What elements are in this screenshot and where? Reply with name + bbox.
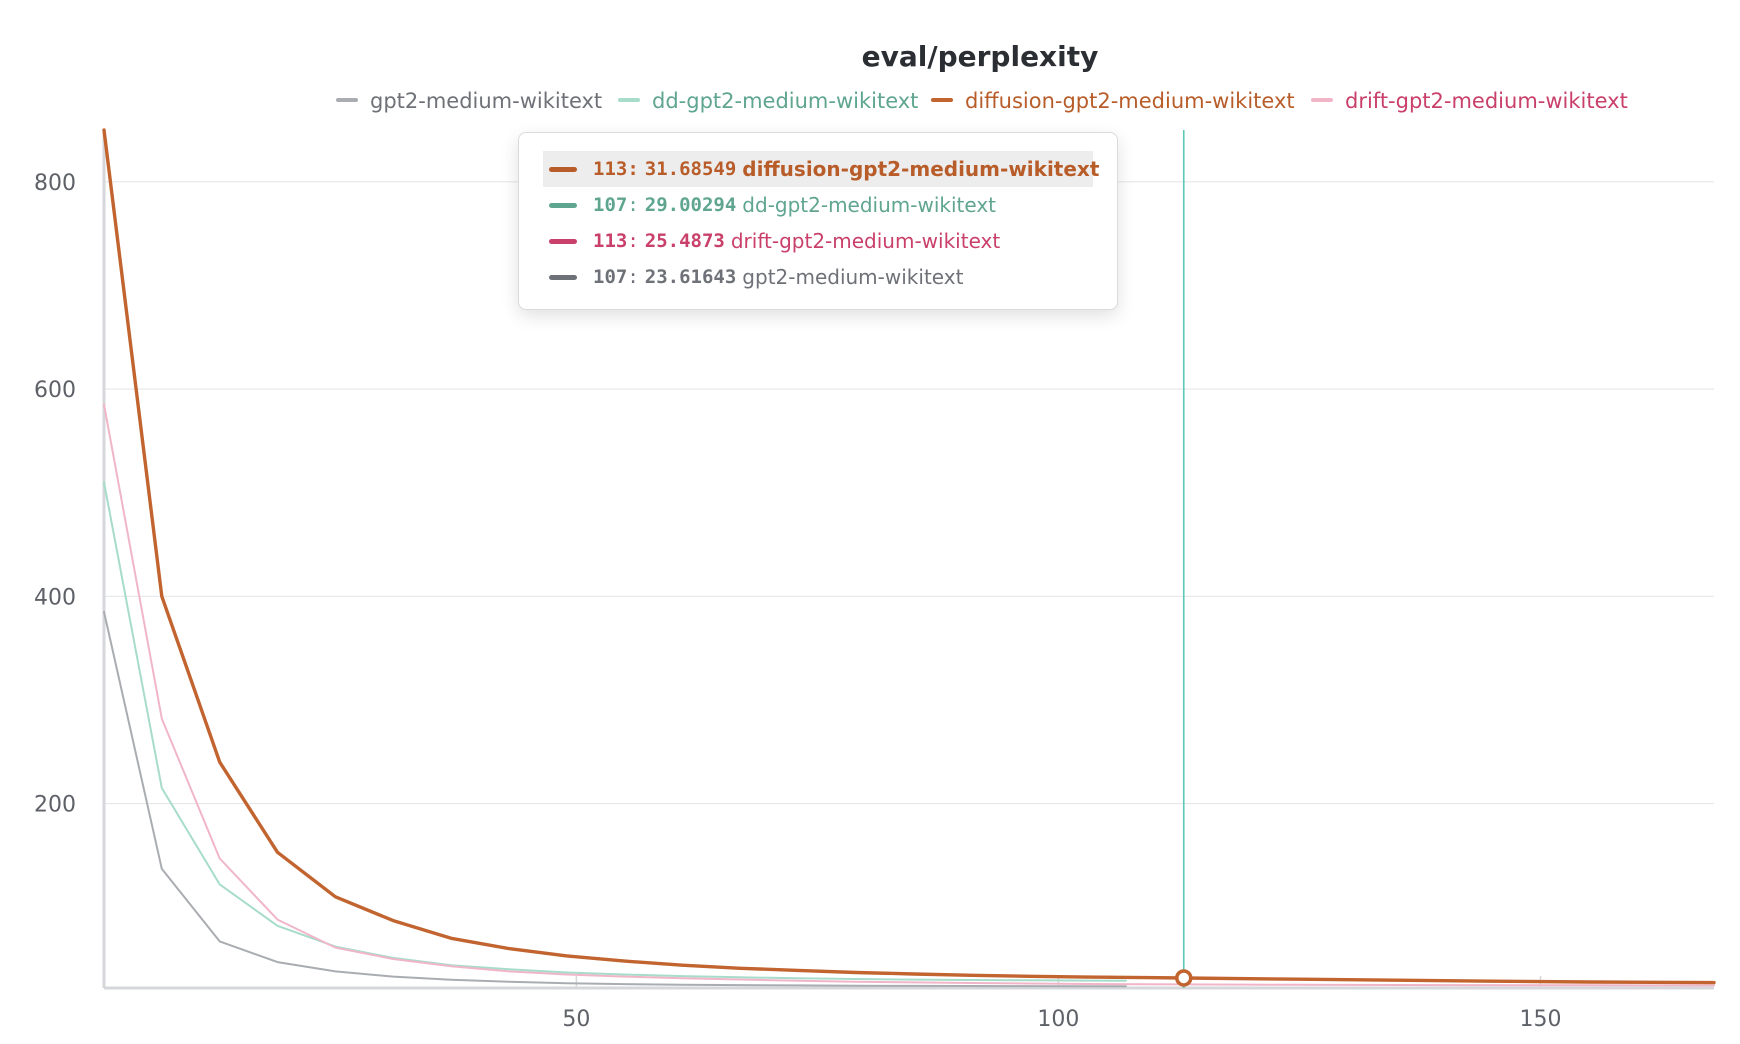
hover-marker (1175, 969, 1193, 987)
tooltip-value: 23.61643 (644, 266, 737, 288)
series-line-dd-gpt2-medium-wikitext (103, 481, 1127, 982)
tooltip-step: 113 (593, 230, 628, 252)
tooltip-swatch (549, 274, 577, 280)
tooltip-series-name: drift-gpt2-medium-wikitext (730, 229, 1001, 253)
legend-entry: gpt2-medium-wikitext (370, 89, 602, 113)
tooltip-value: 25.4873 (644, 230, 725, 252)
tooltip-step: 107 (593, 194, 628, 216)
axes: 200 400 600 800 50 100 150 (34, 130, 1714, 1032)
tooltip-value: 29.00294 (644, 194, 737, 216)
y-tick-label: 400 (34, 585, 76, 610)
y-tick-label: 200 (34, 793, 76, 818)
tooltip-step: 113 (593, 158, 628, 180)
x-tick-label: 100 (1037, 1007, 1079, 1032)
grid (104, 181, 1714, 805)
tooltip-step: 107 (593, 266, 628, 288)
tooltip-separator: : (627, 266, 639, 288)
series-line-drift-gpt2-medium-wikitext (103, 403, 1715, 987)
legend-entry: drift-gpt2-medium-wikitext (1345, 89, 1628, 113)
tooltip-separator: : (627, 230, 639, 252)
tooltip-row: 107:29.00294 dd-gpt2-medium-wikitext (543, 187, 1093, 223)
series-lines (102, 128, 1716, 988)
chart-title: eval/perplexity (862, 40, 1099, 73)
tooltip-row: 107:23.61643 gpt2-medium-wikitext (543, 259, 1093, 295)
hover-cursor (1175, 130, 1193, 988)
legend-entry: diffusion-gpt2-medium-wikitext (965, 89, 1295, 113)
legend: gpt2-medium-wikitext dd-gpt2-medium-wikit… (336, 89, 1628, 113)
hover-tooltip: 113:31.68549 diffusion-gpt2-medium-wikite… (518, 132, 1118, 310)
tooltip-value: 31.68549 (644, 158, 737, 180)
tooltip-swatch (549, 166, 577, 172)
x-tick-label: 50 (562, 1007, 590, 1032)
tooltip-separator: : (627, 194, 639, 216)
series-line-diffusion-gpt2-medium-wikitext (102, 128, 1716, 985)
tooltip-swatch (549, 238, 577, 244)
tooltip-series-name: diffusion-gpt2-medium-wikitext (742, 157, 1100, 181)
y-tick-label: 600 (34, 378, 76, 403)
tooltip-row: 113:25.4873 drift-gpt2-medium-wikitext (543, 223, 1093, 259)
tooltip-series-name: gpt2-medium-wikitext (742, 265, 964, 289)
series-line-gpt2-medium-wikitext (103, 610, 1127, 988)
tooltip-separator: : (627, 158, 639, 180)
legend-entry: dd-gpt2-medium-wikitext (652, 89, 918, 113)
tooltip-swatch (549, 202, 577, 208)
tooltip-series-name: dd-gpt2-medium-wikitext (742, 193, 997, 217)
y-tick-label: 800 (34, 171, 76, 196)
tooltip-row: 113:31.68549 diffusion-gpt2-medium-wikite… (543, 151, 1099, 187)
x-tick-label: 150 (1519, 1007, 1561, 1032)
